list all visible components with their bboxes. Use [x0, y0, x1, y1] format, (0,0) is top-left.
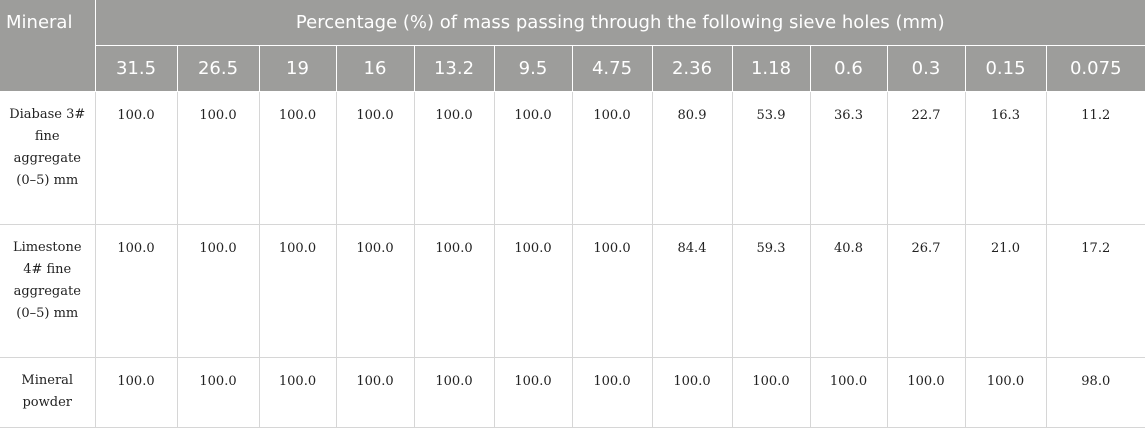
sieve-size-header: 19 — [259, 45, 337, 92]
table-row-diabase: Diabase 3# fine aggregate (0–5) mm 100.0… — [0, 91, 1145, 225]
value-cell: 100.0 — [177, 224, 260, 358]
sieve-group-header: Percentage (%) of mass passing through t… — [95, 0, 1145, 46]
value-cell: 16.3 — [965, 91, 1047, 225]
value-cell: 100.0 — [95, 224, 178, 358]
mineral-name-cell: Diabase 3# fine aggregate (0–5) mm — [0, 91, 96, 225]
value-cell: 40.8 — [810, 224, 888, 358]
value-cell: 84.4 — [652, 224, 733, 358]
sieve-size-header: 0.15 — [965, 45, 1047, 92]
value-cell: 100.0 — [572, 91, 653, 225]
value-cell: 36.3 — [810, 91, 888, 225]
sieve-size-header: 1.18 — [732, 45, 811, 92]
table-row-mineral-powder: Mineral powder 100.0 100.0 100.0 100.0 1… — [0, 357, 1145, 428]
sieve-size-header: 4.75 — [572, 45, 653, 92]
sieve-size-header: 0.6 — [810, 45, 888, 92]
value-cell: 100.0 — [336, 91, 415, 225]
value-cell: 100.0 — [336, 357, 415, 428]
value-cell: 100.0 — [494, 91, 573, 225]
value-cell: 53.9 — [732, 91, 811, 225]
value-cell: 100.0 — [177, 357, 260, 428]
value-cell: 100.0 — [177, 91, 260, 225]
value-cell: 100.0 — [259, 91, 337, 225]
value-cell: 100.0 — [95, 357, 178, 428]
value-cell: 100.0 — [810, 357, 888, 428]
value-cell: 100.0 — [572, 357, 653, 428]
value-cell: 100.0 — [414, 91, 495, 225]
value-cell: 100.0 — [259, 357, 337, 428]
value-cell: 100.0 — [494, 224, 573, 358]
value-cell: 100.0 — [259, 224, 337, 358]
sieve-size-header: 16 — [336, 45, 415, 92]
table-row-limestone: Limestone 4# fine aggregate (0–5) mm 100… — [0, 224, 1145, 358]
sieve-size-header: 9.5 — [494, 45, 573, 92]
value-cell: 100.0 — [336, 224, 415, 358]
header-row-sieves: 31.5 26.5 19 16 13.2 9.5 4.75 2.36 1.18 … — [0, 45, 1145, 92]
value-cell: 26.7 — [887, 224, 966, 358]
value-cell: 100.0 — [494, 357, 573, 428]
value-cell: 98.0 — [1046, 357, 1145, 428]
header-row-group: Mineral Percentage (%) of mass passing t… — [0, 0, 1145, 92]
value-cell: 59.3 — [732, 224, 811, 358]
sieve-size-header: 0.3 — [887, 45, 966, 92]
value-cell: 22.7 — [887, 91, 966, 225]
value-cell: 100.0 — [887, 357, 966, 428]
table-body: Diabase 3# fine aggregate (0–5) mm 100.0… — [0, 91, 1145, 428]
value-cell: 80.9 — [652, 91, 733, 225]
value-cell: 100.0 — [652, 357, 733, 428]
value-cell: 100.0 — [572, 224, 653, 358]
value-cell: 21.0 — [965, 224, 1047, 358]
value-cell: 100.0 — [965, 357, 1047, 428]
value-cell: 11.2 — [1046, 91, 1145, 225]
sieve-size-header: 26.5 — [177, 45, 260, 92]
value-cell: 100.0 — [95, 91, 178, 225]
mineral-name-cell: Mineral powder — [0, 357, 96, 428]
mineral-name-cell: Limestone 4# fine aggregate (0–5) mm — [0, 224, 96, 358]
sieve-size-header: 2.36 — [652, 45, 733, 92]
mineral-column-header: Mineral — [0, 0, 96, 92]
table-header: Mineral Percentage (%) of mass passing t… — [0, 0, 1145, 92]
sieve-size-header: 31.5 — [95, 45, 178, 92]
value-cell: 17.2 — [1046, 224, 1145, 358]
value-cell: 100.0 — [732, 357, 811, 428]
sieve-size-header: 0.075 — [1046, 45, 1145, 92]
sieve-size-header: 13.2 — [414, 45, 495, 92]
value-cell: 100.0 — [414, 224, 495, 358]
value-cell: 100.0 — [414, 357, 495, 428]
